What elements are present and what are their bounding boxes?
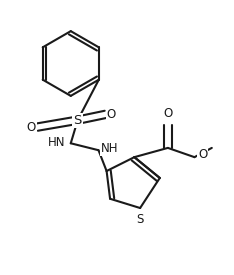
Text: O: O: [198, 148, 207, 161]
Text: O: O: [163, 107, 172, 120]
Text: NH: NH: [101, 142, 118, 155]
Text: HN: HN: [48, 136, 65, 148]
Text: S: S: [136, 213, 144, 226]
Text: S: S: [73, 114, 82, 127]
Text: O: O: [27, 121, 36, 134]
Text: O: O: [107, 108, 116, 121]
